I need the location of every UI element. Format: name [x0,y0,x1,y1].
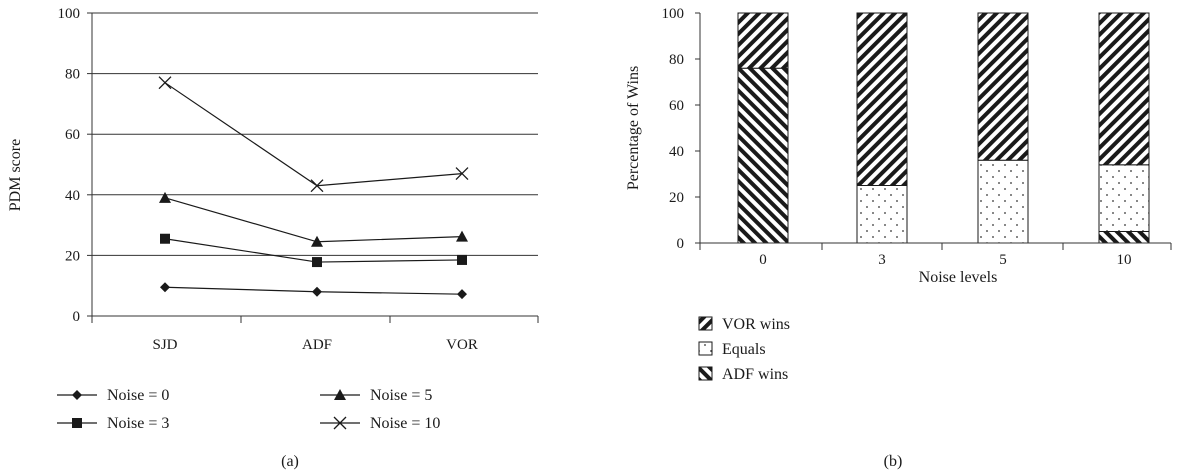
a-legend-label: Noise = 10 [370,415,440,432]
b-bar-segment [1098,231,1150,244]
stacked-bar-chart-b: 0 20 40 60 80 100 0 3 5 10 Percentage of Wins No… [625,6,1172,470]
b-bar-segment [856,12,908,186]
a-legend-entry: Noise = 3 [57,415,169,432]
b-legend-label: VOR wins [722,316,790,333]
a-caption: (a) [281,453,299,470]
a-series-1 [160,233,467,268]
a-gridlines [92,12,538,256]
b-legend-swatch [698,341,713,356]
a-legend-marker [333,416,347,430]
a-data-point [158,76,172,90]
a-y-tick-label: 100 [58,6,81,22]
a-series-line [164,197,463,243]
a-x-tick-labels: SJD ADF VOR [152,337,477,353]
b-legend-entry: ADF wins [698,366,788,383]
a-legend-marker [72,390,82,400]
a-legend-entry: Noise = 10 [320,415,440,432]
a-x-tick-label: SJD [152,337,177,353]
a-axes [87,12,539,323]
a-x-tick-label: VOR [446,337,478,353]
a-data-point [310,179,324,193]
b-y-axis-title: Percentage of Wins [625,66,642,190]
a-y-axis-title: PDM score [7,139,24,211]
b-x-tick-label: 0 [759,252,767,268]
a-series-lines [158,76,469,300]
b-legend-label: ADF wins [722,366,788,383]
b-y-tick-label: 0 [677,236,685,252]
a-data-point [160,233,170,244]
a-legend-label: Noise = 0 [107,387,169,404]
a-series-2 [159,191,468,247]
a-data-point [159,191,171,203]
a-y-tick-label: 0 [73,309,81,325]
b-x-tick-label: 3 [878,252,886,268]
a-data-point [311,235,323,247]
line-chart-a: 0 20 40 60 80 100 SJD ADF VOR PDM score Noise =… [7,6,539,470]
b-bar-segment [1098,12,1150,166]
b-x-tick-labels: 0 3 5 10 [759,252,1131,268]
a-data-point [457,289,467,300]
b-bar-segment [737,12,789,69]
b-bar-segment [1098,164,1150,232]
a-data-point [312,286,322,297]
b-legend: VOR wins Equals ADF wins [698,316,790,383]
b-bar-segment [856,185,908,244]
b-bar-segment [737,67,789,244]
a-y-tick-label: 60 [65,127,80,143]
a-y-tick-label: 80 [65,67,80,83]
b-legend-entry: Equals [698,341,766,358]
b-legend-swatch [698,366,713,381]
b-legend-entry: VOR wins [698,316,790,333]
a-series-3 [158,76,469,193]
a-y-tick-label: 20 [65,248,80,264]
a-data-point [456,230,468,242]
b-x-axis-title: Noise levels [919,269,998,286]
a-y-tick-label: 40 [65,188,80,204]
b-x-tick-label: 5 [999,252,1007,268]
b-legend-label: Equals [722,341,766,358]
b-y-tick-labels: 0 20 40 60 80 100 [662,6,685,252]
b-bars [737,12,1150,244]
a-legend-label: Noise = 5 [370,387,432,404]
a-legend-marker [334,389,346,400]
b-y-tick-label: 20 [669,190,684,206]
a-legend-entry: Noise = 5 [320,387,432,404]
b-y-tick-label: 100 [662,6,685,22]
b-bar-segment [977,12,1029,161]
b-axes [695,12,1172,250]
a-series-0 [160,282,467,300]
a-data-point [455,167,469,181]
a-y-tick-labels: 0 20 40 60 80 100 [58,6,81,325]
a-legend: Noise = 0 Noise = 3 Noise = 5 Noise = 10 [57,387,440,432]
a-x-tick-label: ADF [302,337,332,353]
b-y-tick-label: 80 [669,52,684,68]
b-y-tick-label: 40 [669,144,684,160]
a-data-point [457,254,467,265]
b-caption: (b) [884,453,903,470]
b-legend-swatch [698,316,713,331]
b-bar-segment [977,159,1029,244]
a-legend-label: Noise = 3 [107,415,169,432]
b-x-tick-label: 10 [1117,252,1132,268]
a-data-point [312,257,322,268]
a-legend-marker [72,418,82,428]
a-legend-entry: Noise = 0 [57,387,169,404]
b-y-tick-label: 60 [669,98,684,114]
a-data-point [160,282,170,293]
